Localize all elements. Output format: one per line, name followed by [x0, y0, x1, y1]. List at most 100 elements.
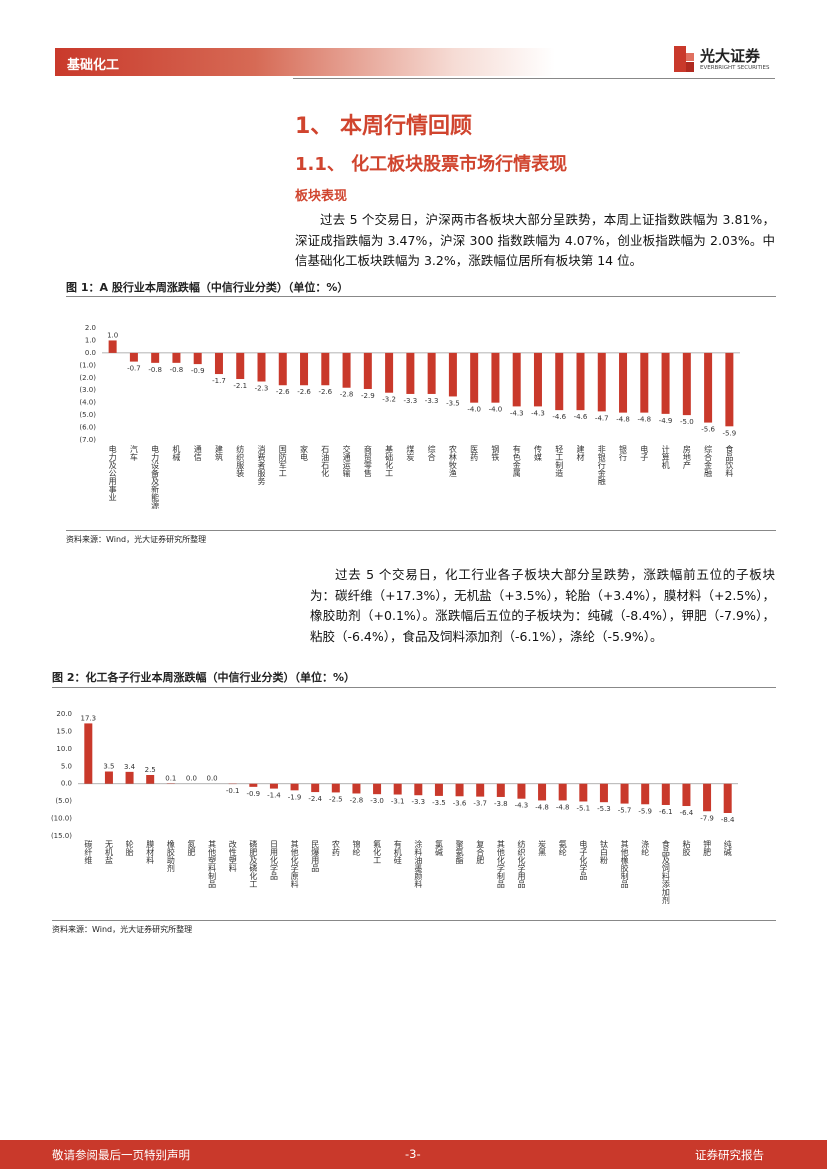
data-label: -3.3 — [404, 397, 418, 405]
data-label: -4.0 — [467, 406, 481, 414]
data-label: -2.4 — [308, 795, 322, 803]
bar — [491, 352, 500, 403]
y-tick-label: 1.0 — [85, 336, 96, 344]
x-tick-label: 钾肥 — [703, 840, 712, 857]
x-tick-label: 食品及饲料添加剂 — [661, 839, 670, 905]
figure-rule — [66, 530, 776, 531]
y-tick-label: (5.0) — [79, 411, 96, 419]
bar — [278, 352, 287, 386]
y-tick-label: (3.0) — [79, 386, 96, 394]
x-tick-label: 钢铁 — [491, 444, 500, 462]
y-tick-label: 5.0 — [61, 762, 72, 770]
bar — [342, 352, 351, 388]
y-tick-label: 15.0 — [56, 727, 72, 735]
x-tick-label: 交通运输 — [342, 444, 351, 478]
footer-bar: 敬请参阅最后一页特别声明 -3- 证券研究报告 — [0, 1140, 827, 1169]
y-tick-label: 0.0 — [85, 349, 96, 357]
x-tick-label: 银行 — [619, 444, 628, 462]
data-label: -0.1 — [226, 787, 240, 795]
x-tick-label: 汽车 — [129, 444, 138, 462]
bar — [406, 352, 415, 394]
section-name: 基础化工 — [67, 58, 120, 73]
x-tick-label: 纯碱 — [723, 839, 732, 857]
bar — [427, 352, 436, 394]
data-label: -5.9 — [723, 429, 737, 437]
footer-disclaimer: 敬请参阅最后一页特别声明 — [52, 1148, 190, 1162]
bar — [682, 783, 691, 807]
data-label: -5.9 — [638, 807, 652, 815]
x-tick-label: 膜材料 — [146, 839, 155, 865]
x-tick-label: 综合 — [427, 444, 436, 462]
figure-source: 资料来源：Wind，光大证券研究所整理 — [66, 535, 207, 544]
data-label: -3.2 — [382, 396, 396, 404]
data-label: -2.6 — [318, 388, 332, 396]
figure-rule — [66, 296, 776, 297]
bar — [414, 783, 423, 796]
y-tick-label: 0.0 — [61, 780, 72, 788]
x-tick-label: 电力及公用事业 — [108, 444, 117, 501]
bar — [214, 352, 223, 375]
x-tick-label: 消费者服务 — [257, 444, 266, 486]
x-tick-label: 涂料油墨颜料 — [414, 839, 423, 889]
bar — [146, 775, 155, 784]
x-tick-label: 聚氨酯 — [455, 840, 464, 865]
data-label: -2.9 — [361, 392, 375, 400]
data-label: -8.4 — [721, 816, 735, 824]
bar — [725, 352, 734, 427]
y-tick-label: 20.0 — [56, 710, 72, 718]
bar — [434, 783, 443, 796]
data-label: -4.8 — [535, 803, 549, 811]
bar — [455, 783, 464, 797]
data-label: -4.3 — [515, 802, 529, 810]
data-label: -3.5 — [446, 399, 460, 407]
report-type: 证券研究报告 — [695, 1148, 764, 1162]
data-label: -4.6 — [574, 413, 588, 421]
x-tick-label: 国防军工 — [278, 445, 287, 477]
logo-text: 光大证券 — [700, 47, 761, 65]
x-tick-label: 家电 — [300, 444, 309, 461]
x-tick-label: 通信 — [193, 444, 202, 462]
bar — [704, 352, 713, 423]
data-label: -6.1 — [659, 808, 673, 816]
x-tick-label: 轮胎 — [125, 839, 134, 857]
data-label: -3.0 — [370, 797, 384, 805]
data-label: -0.9 — [246, 790, 260, 798]
data-label: -3.3 — [425, 397, 439, 405]
bar — [257, 352, 266, 382]
bar — [269, 783, 278, 789]
x-tick-label: 商贸零售 — [363, 444, 372, 478]
x-tick-label: 其他化学原料 — [290, 840, 299, 889]
paragraph: 过去 5 个交易日，化工行业各子板块大部分呈跌势，涨跌幅前五位的子板块为：碳纤维… — [310, 567, 775, 644]
bar — [496, 783, 505, 797]
data-label: -4.0 — [489, 406, 503, 414]
bar — [576, 352, 585, 411]
y-tick-label: (7.0) — [79, 436, 96, 444]
data-label: -2.8 — [340, 391, 354, 399]
x-tick-label: 基础化工 — [385, 444, 394, 477]
data-label: -3.5 — [432, 799, 446, 807]
data-label: -4.8 — [556, 803, 570, 811]
x-tick-label: 轻工制造 — [555, 444, 564, 478]
data-label: -3.7 — [473, 800, 487, 808]
header-bar: 基础化工 — [55, 48, 555, 76]
bar — [579, 783, 588, 802]
bar — [129, 352, 138, 362]
y-tick-label: (2.0) — [79, 374, 96, 382]
bar — [331, 783, 340, 793]
chart: 20.0 15.0 10.0 5.0 0.0 (5.0) (10.0) (15.0) 17.3 碳… — [51, 710, 738, 905]
bar — [311, 783, 320, 793]
data-label: 1.0 — [107, 331, 118, 339]
data-label: -1.9 — [288, 793, 302, 801]
x-tick-label: 橡胶助剂 — [166, 839, 175, 873]
bar — [640, 352, 649, 413]
x-tick-label: 磷肥及磷化工 — [249, 839, 258, 888]
x-tick-label: 非银行金融 — [597, 444, 606, 486]
bar — [533, 352, 542, 407]
x-tick-label: 氨纶 — [558, 839, 567, 856]
paragraph: 过去 5 个交易日，沪深两市各板块大部分呈跌势，本周上证指数跌幅为 3.81%，… — [295, 212, 775, 268]
data-label: -5.0 — [680, 418, 694, 426]
x-tick-label: 农药 — [331, 839, 340, 857]
x-tick-label: 食品饮料 — [725, 444, 734, 478]
x-tick-label: 房地产 — [682, 444, 691, 470]
x-tick-label: 民爆用品 — [311, 840, 320, 873]
